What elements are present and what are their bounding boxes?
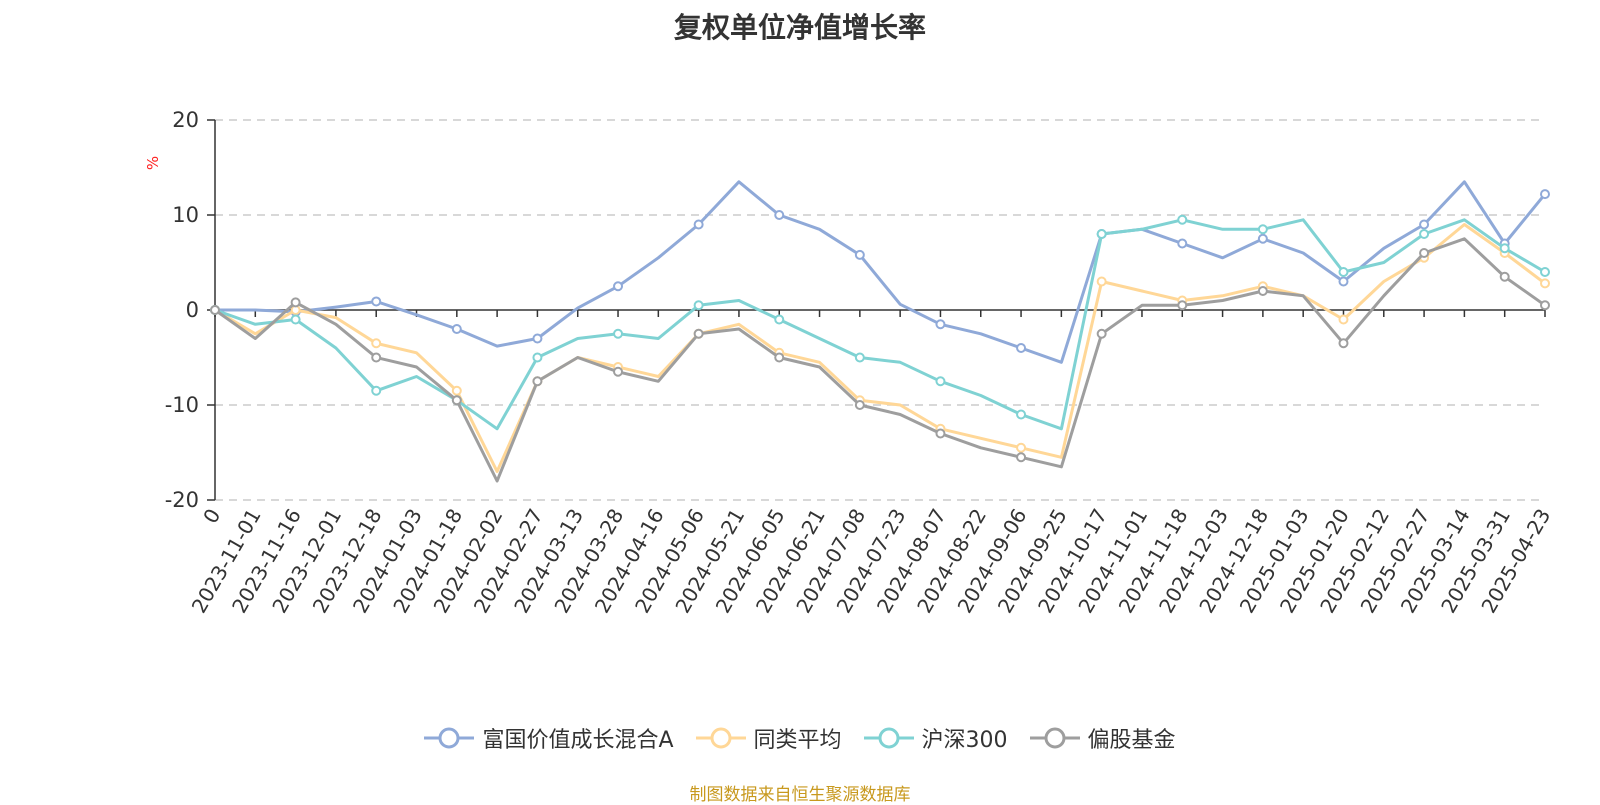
- y-tick-label: 10: [172, 203, 199, 227]
- legend-marker-icon: [863, 727, 914, 749]
- data-point: [210, 305, 220, 315]
- data-point: [1257, 286, 1268, 296]
- series-line-3: [214, 218, 1546, 431]
- data-point: [854, 249, 865, 260]
- data-point: [1338, 276, 1349, 287]
- data-point: [1419, 219, 1430, 230]
- data-point: [1540, 189, 1550, 200]
- data-point: [1096, 276, 1107, 287]
- legend-item[interactable]: 沪深300: [863, 722, 1008, 754]
- y-tick-label: 0: [186, 298, 199, 322]
- data-point: [1338, 338, 1349, 349]
- data-point: [774, 314, 785, 325]
- legend-item[interactable]: 偏股基金: [1029, 722, 1176, 754]
- data-point: [693, 328, 704, 339]
- data-point: [935, 376, 946, 387]
- legend-item[interactable]: 富国价值成长混合A: [424, 722, 674, 754]
- y-tick-label: -10: [165, 393, 199, 417]
- legend-label: 同类平均: [753, 728, 842, 753]
- y-tick-label: -20: [165, 488, 199, 512]
- data-point: [371, 385, 382, 396]
- data-point: [613, 366, 624, 377]
- y-tick-label: 20: [172, 108, 199, 132]
- data-point: [1016, 409, 1027, 420]
- series-line-2: [214, 223, 1546, 473]
- data-point: [1499, 271, 1510, 282]
- data-point: [1016, 442, 1027, 453]
- data-point: [935, 428, 946, 439]
- data-point: [532, 376, 543, 387]
- data-point: [1096, 328, 1107, 339]
- data-point: [1338, 267, 1349, 277]
- data-point: [532, 333, 543, 344]
- x-tick-label: 0: [198, 505, 225, 528]
- data-point: [371, 352, 382, 363]
- data-point: [1177, 238, 1188, 249]
- tick-labels: -20-1001020%02023-11-012023-11-162023-12…: [144, 108, 1555, 617]
- legend-marker-icon: [1029, 727, 1080, 749]
- data-point: [1257, 224, 1268, 235]
- data-point: [451, 385, 462, 396]
- y-axis-unit-label: %: [144, 156, 162, 170]
- axes: [207, 119, 1546, 501]
- data-point: [854, 352, 865, 363]
- data-point: [1016, 343, 1027, 353]
- data-point: [1419, 248, 1430, 258]
- data-point: [1540, 278, 1550, 289]
- data-point: [1016, 452, 1027, 463]
- legend-label: 偏股基金: [1087, 728, 1176, 753]
- series-lines: [210, 180, 1550, 483]
- chart-title: 复权单位净值增长率: [673, 11, 926, 44]
- data-point: [1499, 243, 1510, 254]
- data-point: [1177, 214, 1188, 225]
- grid-lines: [215, 119, 1545, 501]
- data-point: [693, 300, 704, 311]
- data-point: [1177, 300, 1188, 311]
- series-line-1: [215, 180, 1547, 364]
- data-point: [532, 352, 543, 363]
- legend-label: 富国价值成长混合A: [482, 728, 674, 753]
- data-point: [774, 352, 785, 363]
- data-point: [1257, 233, 1268, 244]
- series-line-4: [214, 237, 1546, 483]
- data-point: [290, 297, 301, 308]
- legend-marker-icon: [424, 727, 475, 749]
- data-point: [1096, 229, 1107, 239]
- legend-item[interactable]: 同类平均: [695, 722, 842, 754]
- data-point: [854, 400, 865, 410]
- data-point: [1540, 267, 1550, 277]
- data-point: [613, 281, 624, 292]
- data-point: [693, 219, 704, 230]
- data-point: [935, 319, 946, 330]
- data-point: [371, 338, 382, 349]
- data-point: [451, 324, 462, 334]
- data-point: [451, 395, 462, 406]
- legend-marker-icon: [695, 727, 746, 749]
- legend-label: 沪深300: [921, 728, 1008, 753]
- data-point: [774, 210, 785, 220]
- data-point: [290, 314, 301, 325]
- data-point: [613, 328, 624, 339]
- data-source-note: 制图数据来自恒生聚源数据库: [689, 785, 911, 805]
- chart-plot: -20-1001020%02023-11-012023-11-162023-12…: [144, 108, 1555, 617]
- legend: 富国价值成长混合A 同类平均 沪深300 偏股基金: [0, 720, 1600, 756]
- data-point: [1419, 229, 1430, 239]
- data-point: [371, 296, 382, 307]
- data-point: [1338, 314, 1349, 325]
- data-point: [1540, 300, 1550, 311]
